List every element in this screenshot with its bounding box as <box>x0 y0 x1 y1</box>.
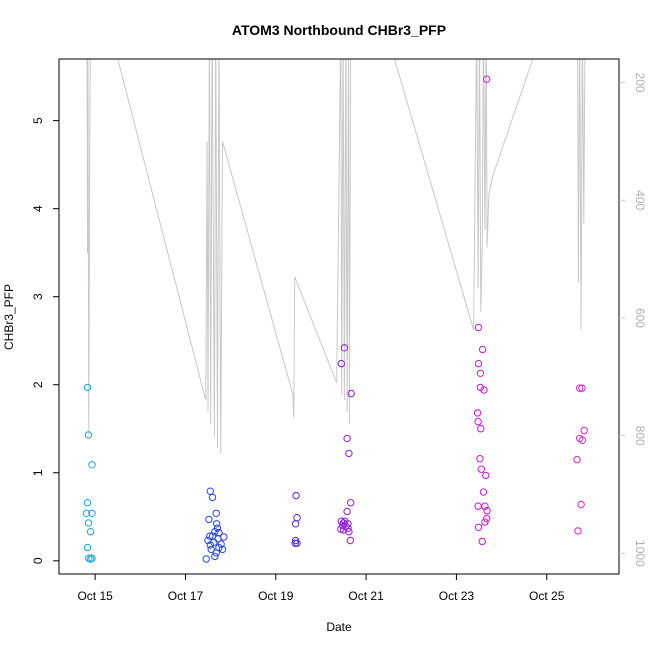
pressure-trace-line <box>86 59 586 454</box>
data-point <box>477 465 485 473</box>
data-point <box>481 502 489 510</box>
data-point <box>474 418 482 426</box>
data-point <box>483 506 491 515</box>
data-point <box>82 509 91 517</box>
plot-frame <box>58 58 620 575</box>
data-point <box>577 500 585 509</box>
data-point <box>476 369 485 377</box>
y-tick-label: 4 <box>31 205 45 212</box>
y-tick-label: 2 <box>31 381 45 388</box>
data-point <box>84 519 93 527</box>
data-point <box>580 426 588 435</box>
data-point <box>83 383 92 392</box>
data-point <box>206 487 215 495</box>
data-point <box>478 345 487 354</box>
data-point <box>340 344 349 352</box>
data-point <box>88 461 96 469</box>
data-point <box>478 537 486 546</box>
data-point <box>578 384 586 392</box>
data-point <box>347 389 355 398</box>
x-tick-label: Oct 23 <box>439 589 475 603</box>
data-point <box>205 515 213 524</box>
y-axis-label: CHBr3_PFP <box>2 284 16 350</box>
data-point <box>84 431 93 439</box>
data-point <box>212 509 220 517</box>
y2-tick-label: 400 <box>633 190 647 210</box>
data-point <box>206 541 215 549</box>
data-point <box>574 527 582 535</box>
data-point <box>345 449 353 458</box>
pressure-layer <box>86 59 586 454</box>
x-axis-label: Date <box>326 620 352 634</box>
y2-tick-label: 800 <box>633 426 647 446</box>
data-point <box>83 499 92 507</box>
data-point <box>346 536 354 545</box>
chart-title: ATOM3 Northbound CHBr3_PFP <box>232 22 446 38</box>
data-point <box>207 545 215 554</box>
data-point <box>343 434 351 443</box>
x-tick-label: Oct 19 <box>258 589 294 603</box>
data-point <box>347 499 355 507</box>
data-point <box>212 549 220 557</box>
data-point <box>337 517 345 525</box>
data-point <box>576 384 584 392</box>
data-point <box>477 425 485 433</box>
data-point <box>473 409 482 417</box>
points-layer <box>82 75 588 563</box>
data-point <box>480 386 488 394</box>
x-tick-label: Oct 25 <box>529 589 565 603</box>
data-point <box>345 528 353 536</box>
y-tick-label: 1 <box>31 469 45 476</box>
data-point <box>291 520 300 528</box>
data-point <box>481 518 489 526</box>
data-point <box>218 545 227 554</box>
data-point <box>339 526 348 534</box>
data-point <box>337 359 345 368</box>
x-tick-label: Oct 15 <box>77 589 113 603</box>
y2-tick-label: 1000 <box>633 540 647 567</box>
data-point <box>211 552 219 561</box>
data-point <box>344 524 352 532</box>
data-point <box>211 528 219 536</box>
data-point <box>483 514 491 523</box>
data-point <box>292 491 300 500</box>
data-point <box>88 554 96 562</box>
data-point <box>86 555 95 563</box>
data-point <box>474 523 483 531</box>
data-point <box>474 359 483 368</box>
y-tick-label: 5 <box>31 117 45 124</box>
y-tick-label: 0 <box>31 557 45 564</box>
data-point <box>293 539 301 547</box>
data-point <box>212 520 221 528</box>
data-point <box>202 555 210 563</box>
axes-layer: Oct 15 Oct 17 Oct 19 Oct 21 Oct 23 Oct 25 0 1 2 3… <box>31 58 647 603</box>
x-tick-label: Oct 17 <box>168 589 204 603</box>
data-point <box>479 488 488 496</box>
data-point <box>86 528 95 536</box>
data-point <box>206 532 214 540</box>
data-point <box>476 455 484 463</box>
data-point <box>483 75 491 83</box>
data-point <box>208 493 217 502</box>
data-point <box>83 543 92 552</box>
y-tick-label: 3 <box>31 293 45 300</box>
x-tick-label: Oct 21 <box>348 589 384 603</box>
data-point <box>474 323 483 332</box>
y2-tick-label: 600 <box>633 308 647 328</box>
data-point <box>88 509 96 517</box>
data-point <box>343 507 351 516</box>
data-point <box>578 436 587 444</box>
y2-tick-label: 200 <box>633 73 647 93</box>
data-point <box>573 455 581 464</box>
data-point <box>482 471 490 480</box>
